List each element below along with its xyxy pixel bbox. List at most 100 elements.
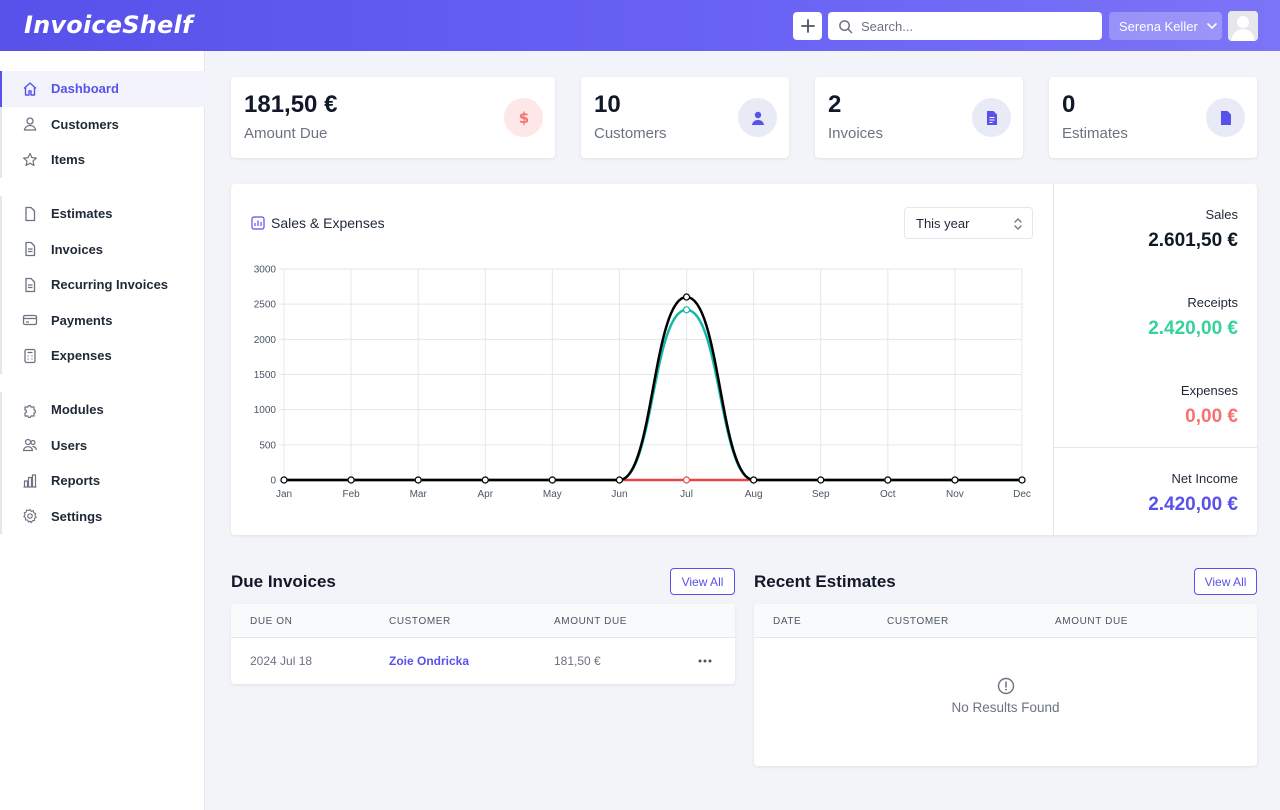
document-text-icon — [22, 277, 38, 293]
sales-expenses-card: Sales & Expenses This year 0 500 1000 1500 2… — [231, 184, 1257, 535]
x-tick-label: Apr — [477, 489, 493, 500]
user-icon — [22, 116, 38, 132]
column-header[interactable]: Customer — [887, 616, 949, 627]
y-tick-label: 2500 — [254, 300, 277, 311]
data-point — [682, 306, 691, 314]
document-icon — [22, 206, 38, 222]
sidebar-group-main: Dashboard Customers Items — [0, 71, 205, 178]
receipts-value: 2.420,00 € — [1148, 318, 1238, 339]
sidebar-item-label: Modules — [51, 402, 104, 418]
due-invoices-view-all-button[interactable]: View All — [670, 568, 735, 595]
data-point — [1018, 476, 1026, 484]
sidebar-item-label: Payments — [51, 312, 113, 328]
sidebar-item-reports[interactable]: Reports — [2, 463, 205, 499]
sidebar-item-label: Expenses — [51, 348, 112, 364]
sidebar-item-customers[interactable]: Customers — [2, 107, 205, 143]
app-logo[interactable]: InvoiceShelf — [24, 11, 193, 39]
row-actions-button[interactable] — [697, 652, 713, 670]
due-invoices-title: Due Invoices — [231, 572, 336, 591]
sidebar-item-expenses[interactable]: Expenses — [2, 338, 205, 374]
period-select[interactable]: This year — [904, 207, 1033, 239]
net-income-label: Net Income — [1171, 471, 1238, 486]
y-tick-label: 0 — [270, 476, 276, 487]
sidebar-item-items[interactable]: Items — [2, 142, 205, 178]
due-invoices-table: Due On Customer Amount Due 2024 Jul 18 Z… — [231, 604, 735, 684]
user-name: Serena Keller — [1119, 18, 1198, 34]
user-menu-button[interactable]: Serena Keller — [1109, 12, 1222, 40]
sidebar-item-settings[interactable]: Settings — [2, 499, 205, 535]
sales-expenses-chart: 0 500 1000 1500 2000 2500 3000 Jan Feb Mar Apr May J… — [254, 265, 1031, 501]
recent-estimates-title: Recent Estimates — [754, 572, 896, 591]
chart-title: Sales & Expenses — [251, 215, 385, 231]
data-point — [347, 476, 355, 484]
stat-value: 181,50 € — [244, 91, 338, 118]
receipts-label: Receipts — [1187, 295, 1238, 310]
column-header[interactable]: Due On — [250, 616, 293, 627]
y-tick-label: 3000 — [254, 265, 277, 276]
svg-text:$: $ — [518, 109, 528, 127]
data-point — [280, 476, 288, 484]
data-point — [682, 293, 691, 301]
data-point — [884, 476, 892, 484]
stat-label: Invoices — [828, 125, 884, 142]
exclamation-circle-icon — [997, 677, 1014, 695]
chart-title-text: Sales & Expenses — [271, 215, 385, 231]
star-icon — [22, 152, 38, 168]
recent-estimates-table: Date Customer Amount Due No Results Foun… — [754, 604, 1257, 766]
stat-value: 0 — [1062, 91, 1076, 118]
period-select-value: This year — [916, 215, 970, 231]
sidebar-item-label: Users — [51, 437, 88, 453]
x-tick-label: Sep — [812, 489, 830, 500]
stat-card-invoices[interactable]: 2 Invoices — [815, 77, 1023, 158]
column-header[interactable]: Customer — [389, 616, 451, 627]
plus-icon — [800, 19, 815, 33]
sidebar-item-label: Estimates — [51, 206, 113, 222]
column-header[interactable]: Date — [773, 616, 802, 627]
amount-due-cell: 181,50 € — [554, 654, 601, 668]
x-tick-label: Aug — [745, 489, 763, 500]
stat-card-customers[interactable]: 10 Customers — [581, 77, 789, 158]
sidebar-item-label: Reports — [51, 473, 101, 489]
sidebar-item-payments[interactable]: Payments — [2, 303, 205, 339]
stat-value: 10 — [594, 91, 621, 118]
sidebar-item-users[interactable]: Users — [2, 428, 205, 464]
user-icon — [738, 98, 777, 137]
avatar-placeholder-icon — [1228, 11, 1258, 41]
x-tick-label: Jun — [611, 489, 627, 500]
data-point — [548, 476, 556, 484]
column-header[interactable]: Amount Due — [1055, 616, 1129, 627]
y-tick-label: 1500 — [254, 370, 277, 381]
sidebar: Dashboard Customers Items Estimates Invo… — [0, 51, 205, 810]
sidebar-item-estimates[interactable]: Estimates — [2, 196, 205, 232]
due-date-cell: 2024 Jul 18 — [250, 654, 313, 668]
add-new-button[interactable] — [793, 12, 822, 40]
empty-state-text: No Results Found — [951, 700, 1060, 715]
credit-card-icon — [22, 312, 38, 328]
stat-card-estimates[interactable]: 0 Estimates — [1049, 77, 1257, 158]
stat-label: Amount Due — [244, 125, 328, 142]
sidebar-item-dashboard[interactable]: Dashboard — [0, 71, 205, 107]
puzzle-icon — [22, 402, 38, 418]
stat-card-amount-due[interactable]: 181,50 € Amount Due $ — [231, 77, 555, 158]
document-text-icon — [972, 98, 1011, 137]
data-point — [750, 476, 758, 484]
data-point — [481, 476, 489, 484]
document-text-icon — [22, 241, 38, 257]
customer-link[interactable]: Zoie Ondricka — [389, 654, 470, 668]
avatar[interactable] — [1228, 11, 1258, 41]
sidebar-item-recurring-invoices[interactable]: Recurring Invoices — [2, 267, 205, 303]
data-point — [414, 476, 422, 484]
column-header[interactable]: Amount Due — [554, 616, 628, 627]
x-tick-label: Jan — [276, 489, 292, 500]
sidebar-item-label: Items — [51, 152, 85, 168]
top-header: InvoiceShelf Serena Keller — [0, 0, 1280, 51]
sidebar-item-invoices[interactable]: Invoices — [2, 232, 205, 268]
search-input[interactable] — [861, 18, 1081, 34]
sidebar-item-modules[interactable]: Modules — [2, 392, 205, 428]
y-tick-label: 2000 — [254, 335, 277, 346]
recent-estimates-view-all-button[interactable]: View All — [1194, 568, 1257, 595]
chevron-down-icon — [1206, 23, 1217, 30]
stat-label: Customers — [594, 125, 667, 142]
x-tick-label: Nov — [946, 489, 964, 500]
search-box[interactable] — [828, 12, 1102, 40]
